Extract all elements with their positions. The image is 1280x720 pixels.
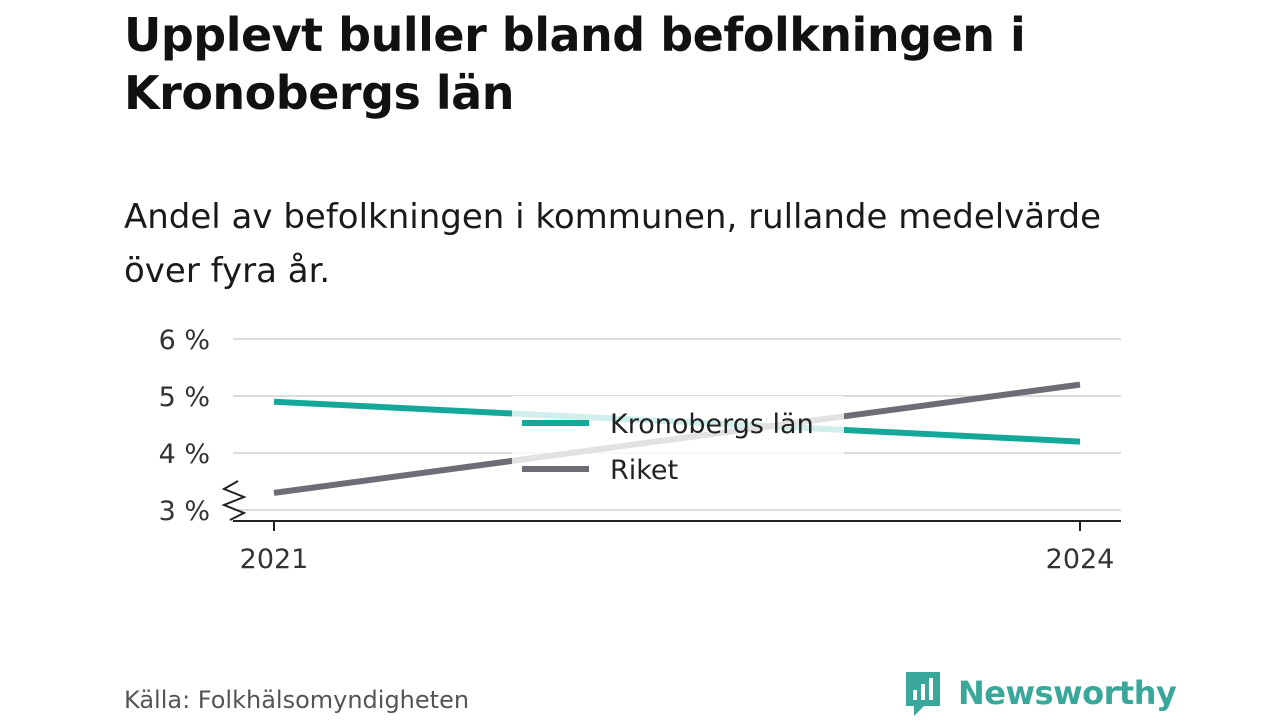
bar-chart-speech-icon bbox=[906, 672, 940, 716]
x-axis-ticks: 2021 2024 bbox=[240, 521, 1115, 575]
y-tick-label: 6 % bbox=[159, 325, 210, 356]
chart-title: Upplevt buller bland befolkningen i Kron… bbox=[124, 8, 1026, 120]
line-chart: 3 %4 %5 %6 % Kronobergs län Riket 2021 20… bbox=[159, 325, 1121, 575]
brand-name: Newsworthy bbox=[958, 674, 1177, 712]
y-tick-label: 3 % bbox=[159, 496, 210, 527]
y-tick-label: 4 % bbox=[159, 439, 210, 470]
legend: Kronobergs län Riket bbox=[512, 396, 844, 494]
chart-subtitle: Andel av befolkningen i kommunen, rullan… bbox=[124, 197, 1102, 291]
y-tick-label: 5 % bbox=[159, 382, 210, 413]
y-axis-tick-labels: 3 % 4 % 5 % 6 % bbox=[159, 325, 210, 527]
x-tick-label: 2021 bbox=[240, 544, 309, 575]
legend-background bbox=[512, 396, 844, 494]
x-axis bbox=[221, 480, 1121, 522]
source-note: Källa: Folkhälsomyndigheten bbox=[124, 686, 470, 714]
y-axis-break-icon bbox=[221, 480, 247, 521]
legend-label-riket: Riket bbox=[610, 455, 678, 486]
brand-logo: Newsworthy bbox=[902, 668, 1177, 718]
legend-label-kronobergs-lan: Kronobergs län bbox=[610, 409, 814, 440]
x-tick-label: 2024 bbox=[1046, 544, 1115, 575]
